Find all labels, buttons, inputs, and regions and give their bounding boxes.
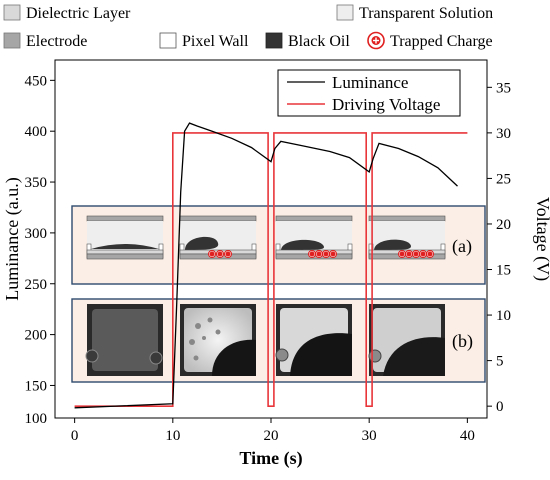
left-tick-label: 300 <box>25 226 48 242</box>
x-tick-label: 10 <box>165 428 180 444</box>
electrode-swatch <box>3 32 21 49</box>
microscope-image-0 <box>85 304 163 376</box>
top-legend: Dielectric Layer Transparent Solution El… <box>3 4 493 50</box>
x-tick-label: 40 <box>460 428 475 444</box>
legend-luminance-label: Luminance <box>332 73 408 92</box>
cell-diagram-3 <box>368 215 446 260</box>
left-tick-label: 250 <box>25 277 48 293</box>
panel-label-b: (b) <box>452 331 473 352</box>
x-axis-title: Time (s) <box>239 448 302 469</box>
right-tick-label: 35 <box>496 80 511 96</box>
left-tick-label: 350 <box>25 175 48 191</box>
dielectric-layer-label: Dielectric Layer <box>26 5 131 22</box>
voltage-series-line <box>74 132 468 408</box>
inset-panel-b: (b) <box>71 298 486 383</box>
x-tick-label: 0 <box>71 428 79 444</box>
x-tick-label: 20 <box>264 428 279 444</box>
left-tick-label: 100 <box>25 411 48 427</box>
right-tick-label: 15 <box>496 263 511 279</box>
left-tick-label: 450 <box>25 73 48 89</box>
trapped-charge-icon <box>367 31 385 50</box>
black-oil-label: Black Oil <box>288 33 350 50</box>
right-tick-label: 5 <box>496 354 504 370</box>
cell-diagram-1 <box>179 215 257 260</box>
electrode-label: Electrode <box>26 33 87 50</box>
plot-legend: Luminance Driving Voltage <box>277 69 461 117</box>
pixel-wall-swatch <box>159 32 177 49</box>
cell-diagram-0 <box>86 215 164 260</box>
left-tick-label: 150 <box>25 378 48 394</box>
right-tick-label: 10 <box>496 308 511 324</box>
left-axis-title: Luminance (a.u.) <box>2 177 23 300</box>
luminance-series-line <box>74 122 458 409</box>
right-tick-label: 0 <box>496 399 504 415</box>
right-tick-label: 25 <box>496 171 511 187</box>
pixel-wall-label: Pixel Wall <box>182 33 249 50</box>
transparent-solution-swatch <box>336 4 354 21</box>
cell-diagram-2 <box>275 215 353 260</box>
x-tick-label: 30 <box>362 428 377 444</box>
black-oil-swatch <box>265 32 283 49</box>
legend-voltage-label: Driving Voltage <box>332 95 440 114</box>
dielectric-layer-swatch <box>3 4 21 21</box>
left-tick-label: 200 <box>25 328 48 344</box>
trapped-charge-label: Trapped Charge <box>390 33 493 50</box>
transparent-solution-label: Transparent Solution <box>359 5 493 22</box>
axes: 0 10 20 30 40 100 150 200 250 300 350 400 450 0 5 10 15 2… <box>25 73 512 444</box>
microscope-image-1 <box>180 304 256 376</box>
microscope-image-2 <box>275 304 352 376</box>
left-tick-label: 400 <box>25 124 48 140</box>
right-tick-label: 30 <box>496 126 511 142</box>
right-axis-title: Voltage (V) <box>532 197 550 281</box>
microscope-image-3 <box>368 304 445 376</box>
inset-panel-a: (a) <box>71 205 486 285</box>
panel-label-a: (a) <box>452 236 472 257</box>
right-tick-label: 20 <box>496 217 511 233</box>
